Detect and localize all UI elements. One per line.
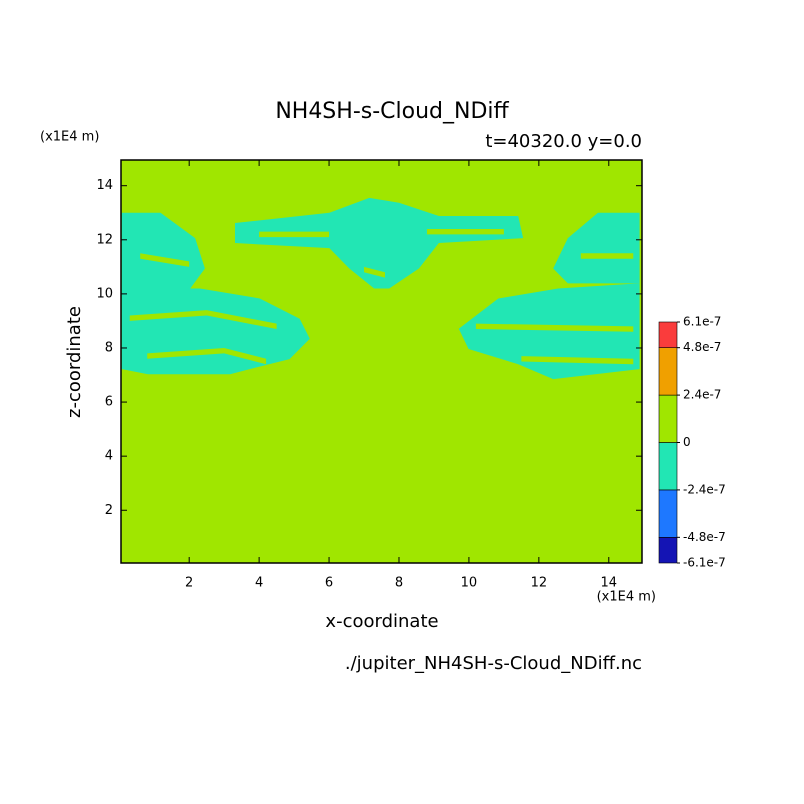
colorbar-label: -2.4e-7	[683, 482, 726, 496]
x-tick-label: 12	[531, 576, 548, 591]
colorbar-label: -4.8e-7	[683, 530, 726, 544]
colorbar-box	[658, 537, 678, 564]
x-tick-label: 8	[395, 576, 403, 591]
colorbar-box	[658, 394, 678, 443]
contour-region	[140, 253, 190, 267]
colorbar-label: 2.4e-7	[683, 388, 721, 402]
contour-region	[121, 212, 205, 289]
colorbar-box	[658, 321, 678, 348]
colorbar-box	[658, 442, 678, 491]
y-tick-label: 14	[96, 178, 113, 193]
x-unit: (x1E4 m)	[597, 590, 656, 605]
contour-region	[426, 228, 504, 235]
colorbar-box	[658, 489, 678, 538]
y-tick-label: 6	[105, 395, 113, 410]
x-tick-label: 10	[461, 576, 478, 591]
contour-region	[234, 197, 524, 289]
contour-region	[475, 323, 634, 332]
colorbar-label: 4.8e-7	[683, 340, 721, 354]
footer: ./jupiter_NH4SH-s-Cloud_NDiff.nc	[345, 653, 642, 674]
plot-frame	[120, 159, 643, 564]
y-tick-label: 12	[96, 232, 113, 247]
contour-region	[259, 231, 330, 238]
y-tick-label: 4	[105, 449, 113, 464]
contour-region	[364, 266, 385, 278]
colorbar-label: 6.1e-7	[683, 315, 721, 329]
y-axis-label: z-coordinate	[64, 306, 85, 418]
contour-region	[458, 283, 640, 380]
contour-region	[580, 253, 634, 259]
chart-subtitle: t=40320.0 y=0.0	[485, 131, 642, 152]
contour-region	[521, 356, 634, 365]
y-tick-label: 8	[105, 340, 113, 355]
chart-title: NH4SH-s-Cloud_NDiff	[275, 99, 509, 124]
colorbar-label: 0	[683, 435, 691, 449]
y-unit: (x1E4 m)	[40, 130, 99, 145]
y-tick-label: 2	[105, 503, 113, 518]
x-tick-label: 6	[325, 576, 333, 591]
contour-region	[553, 212, 640, 284]
contour-region	[147, 347, 267, 365]
x-tick-label: 14	[601, 576, 618, 591]
colorbar-box	[658, 347, 678, 396]
x-tick-label: 4	[255, 576, 263, 591]
x-tick-label: 2	[185, 576, 193, 591]
contour-region	[129, 310, 277, 330]
colorbar-label: -6.1e-7	[683, 556, 726, 570]
y-tick-label: 10	[96, 286, 113, 301]
x-axis-label: x-coordinate	[325, 611, 438, 632]
